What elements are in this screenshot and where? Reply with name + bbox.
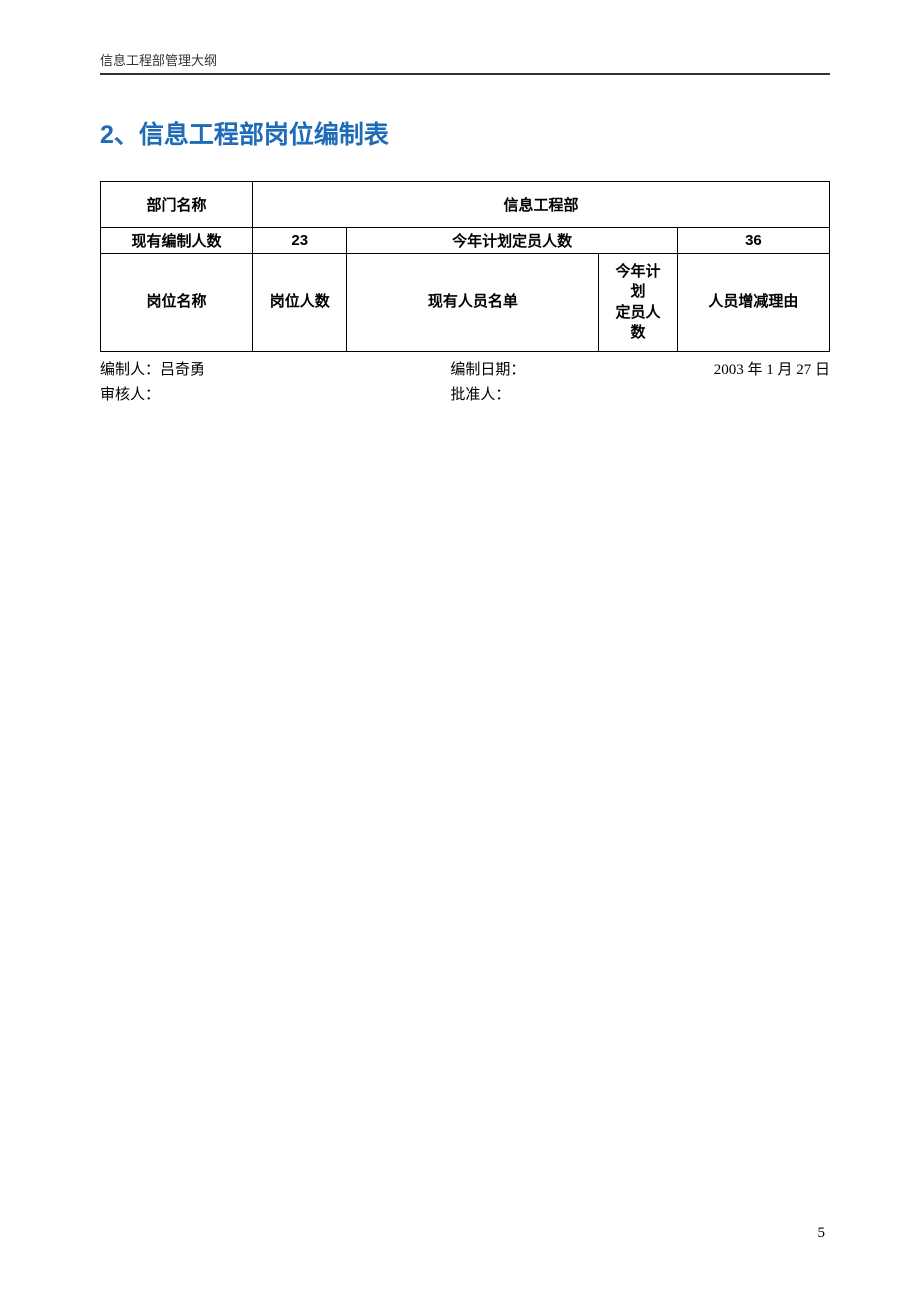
lbl-prep-date: 编制日期： <box>450 358 611 379</box>
section-title: 2、信息工程部岗位编制表 <box>100 115 830 151</box>
header-row-1: 部门名称 信息工程部 <box>101 182 830 228</box>
footer-preparer: 编制人：吕奇勇 <box>100 358 450 379</box>
staffing-table: 部门名称 信息工程部 现有编制人数 23 今年计划定员人数 36 岗位名称 岗位… <box>100 181 830 352</box>
page: 信息工程部管理大纲 2、信息工程部岗位编制表 部门名称 信息工程部 现有编制人数… <box>0 0 920 1302</box>
col-header-5: 人员增减理由 <box>677 254 829 352</box>
col-header-3: 现有人员名单 <box>347 254 599 352</box>
column-header-row: 岗位名称 岗位人数 现有人员名单 今年计 划 定员人 数 人员增减理由 <box>101 254 830 352</box>
lbl-approver: 批准人： <box>450 383 611 404</box>
lbl-dept-name: 部门名称 <box>101 182 253 228</box>
col-header-4: 今年计 划 定员人 数 <box>599 254 678 352</box>
lbl-reviewer: 审核人： <box>100 383 450 404</box>
lbl-preparer: 编制人： <box>100 362 160 378</box>
lbl-plan-total: 今年计划定员人数 <box>347 228 677 254</box>
lbl-current-total: 现有编制人数 <box>101 228 253 254</box>
page-number: 5 <box>818 1225 826 1242</box>
val-current-total: 23 <box>253 228 347 254</box>
running-header: 信息工程部管理大纲 <box>100 50 830 75</box>
header-row-2: 现有编制人数 23 今年计划定员人数 36 <box>101 228 830 254</box>
running-header-text: 信息工程部管理大纲 <box>100 53 217 68</box>
val-plan-total: 36 <box>677 228 829 254</box>
val-dept-name: 信息工程部 <box>253 182 830 228</box>
val-prep-date: 2003 年 1 月 27 日 <box>611 358 830 379</box>
col-header-1: 岗位名称 <box>101 254 253 352</box>
col-header-2: 岗位人数 <box>253 254 347 352</box>
footer-meta: 编制人：吕奇勇 编制日期： 2003 年 1 月 27 日 审核人： 批准人： <box>100 358 830 404</box>
val-preparer: 吕奇勇 <box>160 362 205 378</box>
